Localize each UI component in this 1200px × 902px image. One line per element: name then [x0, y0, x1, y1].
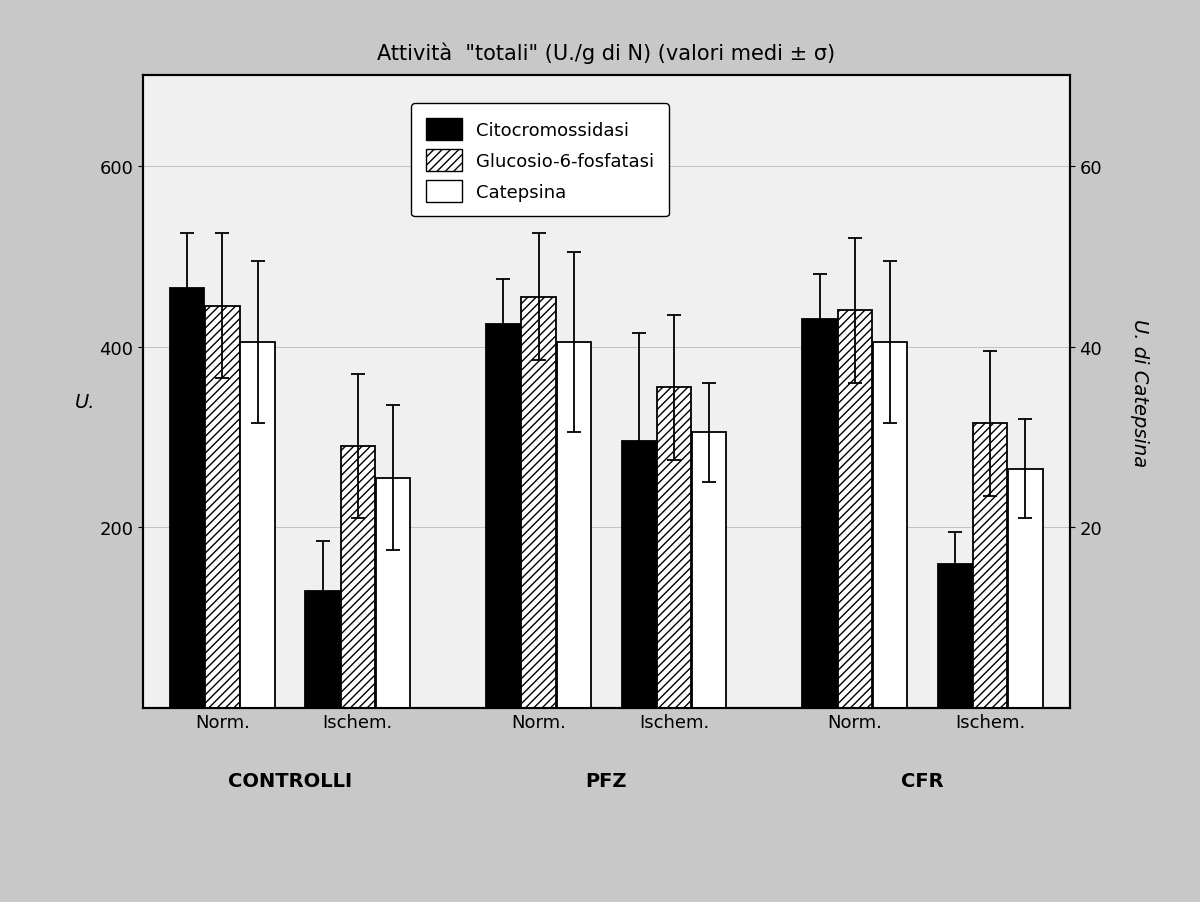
Bar	[622, 442, 656, 708]
Title: Attività  "totali" (U./g di N) (valori medi ± σ): Attività "totali" (U./g di N) (valori me…	[377, 42, 835, 63]
Text: CONTROLLI: CONTROLLI	[228, 771, 352, 790]
Bar	[486, 325, 521, 708]
Bar	[170, 289, 204, 708]
Bar	[341, 446, 376, 708]
Bar	[521, 298, 556, 708]
Text: CFR: CFR	[901, 771, 944, 790]
Bar	[557, 343, 590, 708]
Bar	[973, 424, 1008, 708]
Bar	[205, 307, 240, 708]
Bar	[240, 343, 275, 708]
Bar	[938, 564, 972, 708]
Bar	[803, 320, 836, 708]
Bar	[376, 478, 410, 708]
Y-axis label: U. di Catepsina: U. di Catepsina	[1130, 318, 1150, 466]
Bar	[656, 388, 691, 708]
Bar	[872, 343, 907, 708]
Bar	[838, 311, 872, 708]
Y-axis label: U.: U.	[74, 392, 96, 411]
Bar	[1008, 469, 1043, 708]
Text: PFZ: PFZ	[586, 771, 628, 790]
Legend: Citocromossidasi, Glucosio-6-fosfatasi, Catepsina: Citocromossidasi, Glucosio-6-fosfatasi, …	[412, 104, 668, 217]
Bar	[692, 433, 726, 708]
Bar	[306, 591, 340, 708]
